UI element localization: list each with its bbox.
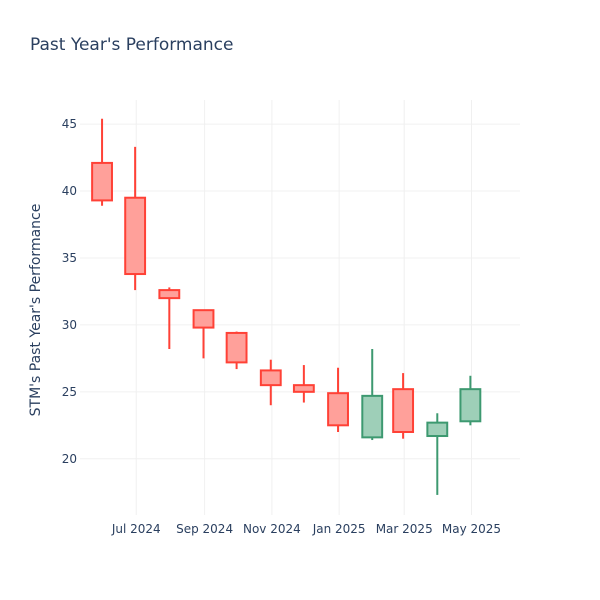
candle-decreasing bbox=[327, 367, 349, 432]
candle-decreasing bbox=[124, 146, 147, 291]
candle-body bbox=[292, 384, 315, 393]
x-tick-label: Mar 2025 bbox=[376, 522, 433, 536]
candle-decreasing bbox=[259, 359, 282, 406]
candle-decreasing bbox=[91, 118, 113, 206]
candle-decreasing bbox=[192, 309, 215, 359]
chart-title: Past Year's Performance bbox=[30, 35, 234, 55]
candle-body bbox=[124, 196, 147, 276]
candle-body bbox=[192, 309, 215, 329]
y-tick-label: 45 bbox=[62, 117, 77, 131]
candle-decreasing bbox=[158, 287, 181, 349]
x-tick-label: Jan 2025 bbox=[312, 522, 366, 536]
candle-body bbox=[426, 421, 449, 438]
y-tick-label: 35 bbox=[62, 251, 77, 265]
x-axis-ticks: Jul 2024 Sep 2024 Nov 2024 Jan 2025 Mar 2025… bbox=[111, 522, 501, 536]
candle-increasing bbox=[361, 349, 384, 441]
candles bbox=[91, 118, 482, 495]
x-tick-label: May 2025 bbox=[442, 522, 501, 536]
candle-body bbox=[158, 289, 181, 300]
candle-decreasing bbox=[225, 331, 248, 370]
x-tick-label: Sep 2024 bbox=[176, 522, 233, 536]
y-tick-label: 20 bbox=[62, 452, 77, 466]
y-axis-label: STM's Past Year's Performance bbox=[28, 204, 44, 417]
x-tick-label: Jul 2024 bbox=[111, 522, 161, 536]
x-tick-label: Nov 2024 bbox=[243, 522, 301, 536]
candle-body bbox=[459, 388, 482, 423]
y-tick-label: 25 bbox=[62, 385, 77, 399]
candle-decreasing bbox=[292, 365, 315, 403]
candle-increasing bbox=[426, 413, 449, 495]
candle-body bbox=[392, 388, 415, 433]
candle-body bbox=[91, 161, 113, 202]
y-tick-label: 30 bbox=[62, 318, 77, 332]
candle-body bbox=[361, 394, 384, 439]
y-axis-ticks: 20 25 30 35 40 45 bbox=[62, 117, 77, 466]
candle-increasing bbox=[459, 375, 482, 426]
grid bbox=[80, 100, 520, 515]
candle-body bbox=[225, 331, 248, 364]
candle-body bbox=[259, 369, 282, 387]
candle-decreasing bbox=[392, 373, 415, 439]
y-tick-label: 40 bbox=[62, 184, 77, 198]
candle-body bbox=[327, 392, 349, 427]
